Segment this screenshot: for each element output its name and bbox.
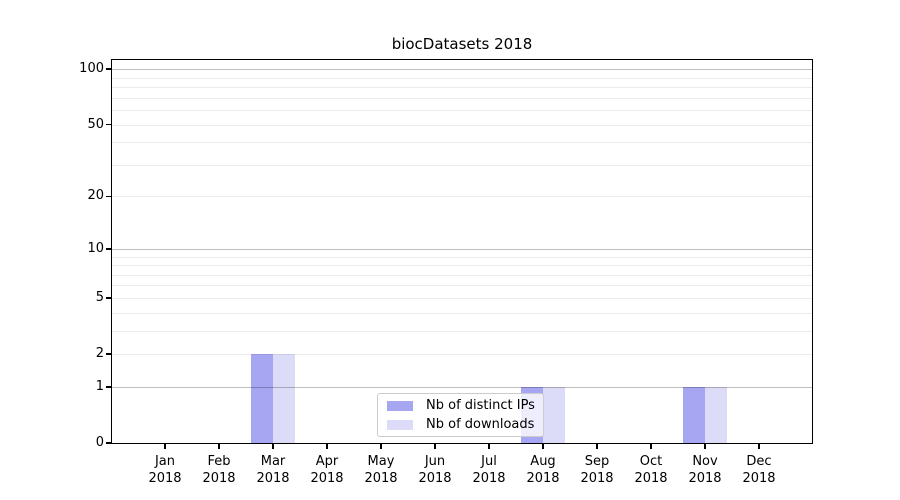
y-tick-mark	[105, 123, 112, 126]
y-tick-mark	[105, 442, 112, 444]
x-tick-label: Feb 2018	[202, 454, 236, 486]
x-tick-label: Oct 2018	[634, 454, 668, 486]
x-tick-label: Aug 2018	[526, 454, 560, 486]
x-tick-label: Jun 2018	[418, 454, 452, 486]
x-tick-label: Sep 2018	[580, 454, 614, 486]
y-tick-mark	[105, 386, 112, 388]
x-tick-mark	[758, 443, 760, 449]
legend-label-downloads: Nb of downloads	[426, 417, 535, 432]
bar-nb-of-downloads-aug-2018	[543, 386, 565, 443]
bar-nb-of-distinct-ips-mar-2018	[251, 354, 273, 443]
legend-label-distinct-ips: Nb of distinct IPs	[426, 398, 535, 413]
y-tick-label: 5	[95, 289, 104, 305]
y-tick-label: 1	[95, 378, 104, 394]
y-tick-mark	[105, 195, 112, 198]
x-tick-label: May 2018	[364, 454, 398, 486]
x-tick-mark	[272, 443, 274, 449]
x-tick-label: Dec 2018	[742, 454, 776, 486]
x-tick-mark	[488, 443, 490, 449]
x-tick-label: Jan 2018	[148, 454, 182, 486]
x-tick-mark	[542, 443, 544, 449]
legend-swatch-distinct-ips	[387, 400, 413, 411]
y-tick-label: 50	[87, 116, 104, 132]
x-tick-mark	[326, 443, 328, 449]
x-tick-mark	[434, 443, 436, 449]
y-tick-mark	[105, 353, 112, 355]
legend-item-downloads: Nb of downloads	[378, 417, 543, 432]
x-tick-label: Apr 2018	[310, 454, 344, 486]
y-tick-mark	[105, 68, 112, 70]
legend: Nb of distinct IPs Nb of downloads	[377, 393, 544, 437]
x-tick-mark	[596, 443, 598, 449]
x-tick-mark	[218, 443, 220, 449]
x-tick-mark	[164, 443, 166, 449]
plot-area: Nb of distinct IPs Nb of downloads	[111, 59, 813, 444]
legend-item-distinct-ips: Nb of distinct IPs	[378, 398, 543, 413]
legend-swatch-downloads	[387, 419, 413, 430]
bar-nb-of-downloads-mar-2018	[273, 354, 295, 443]
x-tick-mark	[650, 443, 652, 449]
x-tick-label: Jul 2018	[472, 454, 506, 486]
x-tick-mark	[704, 443, 706, 449]
x-tick-mark	[380, 443, 382, 449]
bar-nb-of-downloads-nov-2018	[705, 386, 727, 443]
chart-title: biocDatasets 2018	[391, 35, 533, 53]
y-tick-mark	[105, 248, 112, 250]
x-tick-label: Mar 2018	[256, 454, 290, 486]
y-tick-label: 100	[79, 61, 104, 77]
y-tick-label: 0	[95, 435, 104, 450]
y-tick-label: 10	[87, 240, 104, 256]
y-tick-mark	[105, 297, 112, 299]
x-tick-label: Nov 2018	[688, 454, 722, 486]
y-tick-label: 2	[95, 346, 104, 361]
y-tick-label: 20	[87, 188, 104, 204]
bar-nb-of-distinct-ips-nov-2018	[683, 386, 705, 443]
